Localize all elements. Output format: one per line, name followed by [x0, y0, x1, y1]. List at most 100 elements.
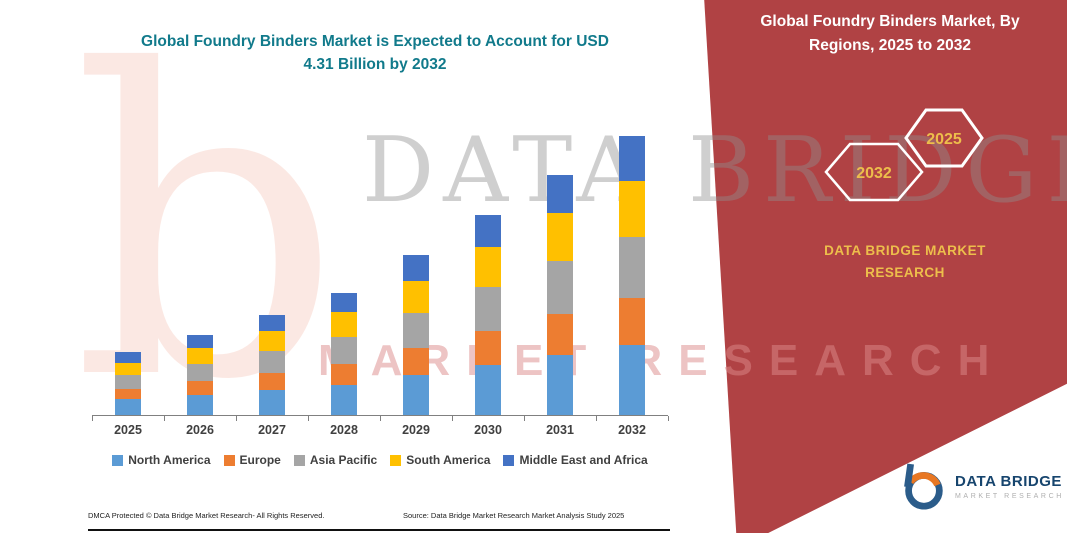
legend-marker	[390, 454, 402, 466]
bar-stack-2029	[403, 255, 429, 415]
bar-segment	[619, 136, 645, 181]
bar-segment	[403, 281, 429, 313]
bar-segment	[403, 313, 429, 348]
bar-segment	[547, 175, 573, 213]
legend-label: North America	[128, 453, 211, 467]
bar-segment	[547, 261, 573, 314]
bar-segment	[403, 348, 429, 375]
legend-item-europe: Europe	[223, 453, 281, 467]
bar-segment	[259, 351, 285, 373]
bar-segment	[475, 215, 501, 247]
bar-segment	[115, 363, 141, 375]
axis-tick	[380, 416, 381, 421]
bar-segment	[619, 237, 645, 298]
bar-stack-2025	[115, 352, 141, 415]
axis-tick	[668, 416, 669, 421]
legend-item-asia-pacific: Asia Pacific	[293, 453, 378, 467]
bar-segment	[547, 213, 573, 261]
watermark-market-research: MARKET RESEARCH	[318, 336, 1006, 385]
bar-segment	[331, 312, 357, 337]
bar-segment	[187, 335, 213, 348]
bar-group-2030	[452, 215, 524, 415]
x-axis-label-2029: 2029	[402, 423, 430, 437]
bar-segment	[115, 399, 141, 415]
bar-group-2029	[380, 255, 452, 415]
x-axis-label-2032: 2032	[618, 423, 646, 437]
logo-name: DATA BRIDGE	[955, 472, 1062, 490]
axis-tick	[524, 416, 525, 421]
bar-segment	[547, 355, 573, 415]
legend-marker	[503, 454, 515, 466]
bar-group-2027	[236, 315, 308, 415]
hexagon-2032-label: 2032	[856, 165, 892, 182]
bar-segment	[475, 247, 501, 287]
legend-item-south-america: South America	[390, 453, 490, 467]
footer-divider-line	[88, 529, 670, 531]
bar-segment	[403, 375, 429, 415]
year-hexagons: 2032 2025	[824, 108, 984, 202]
x-axis-label-2030: 2030	[474, 423, 502, 437]
panel-title-line2: Regions, 2025 to 2032	[809, 37, 971, 55]
bar-segment	[259, 315, 285, 331]
bar-segment	[331, 385, 357, 415]
bar-segment	[187, 348, 213, 364]
axis-tick	[92, 416, 93, 421]
x-axis-label-2026: 2026	[186, 423, 214, 437]
bar-segment	[331, 364, 357, 385]
axis-tick	[596, 416, 597, 421]
hexagon-2025-label: 2025	[926, 131, 962, 148]
bar-segment	[619, 181, 645, 237]
footer-dmca-text: DMCA Protected © Data Bridge Market Rese…	[88, 511, 325, 520]
axis-tick	[236, 416, 237, 421]
plot-area	[92, 120, 669, 421]
footer-source-text: Source: Data Bridge Market Research Mark…	[403, 511, 625, 520]
bar-segment	[619, 345, 645, 415]
bar-stack-2027	[259, 315, 285, 415]
panel-brand-text: DATA BRIDGE MARKET RESEARCH	[790, 240, 1020, 285]
chart-legend: North America Europe Asia Pacific South Ame…	[80, 453, 680, 467]
bar-stack-2028	[331, 293, 357, 415]
x-axis-label-2031: 2031	[546, 423, 574, 437]
bar-group-2031	[524, 175, 596, 415]
legend-item-north-america: North America	[112, 453, 211, 467]
bars-container	[92, 120, 668, 415]
legend-label: Europe	[239, 453, 281, 467]
bar-segment	[187, 364, 213, 381]
bar-segment	[475, 287, 501, 331]
watermark-data-bridge: DATA BRIDGE	[362, 118, 1067, 223]
bar-stack-2026	[187, 335, 213, 415]
legend-item-middle-east-and-africa: Middle East and Africa	[503, 453, 648, 467]
x-axis-label-2027: 2027	[258, 423, 286, 437]
chart-title: Global Foundry Binders Market is Expecte…	[92, 30, 658, 77]
logo-subtitle: MARKET RESEARCH	[955, 492, 1064, 500]
bar-segment	[403, 255, 429, 281]
bar-stack-2032	[619, 136, 645, 415]
bar-segment	[115, 352, 141, 363]
bar-group-2026	[164, 335, 236, 415]
x-axis-label-2025: 2025	[114, 423, 142, 437]
bar-stack-2030	[475, 215, 501, 415]
bar-segment	[259, 390, 285, 415]
company-logo: DATA BRIDGE MARKET RESEARCH	[898, 460, 1064, 512]
hexagon-2032	[824, 142, 924, 202]
hexagon-2025	[904, 108, 984, 168]
bar-group-2025	[92, 352, 164, 415]
bar-stack-2031	[547, 175, 573, 415]
bar-group-2028	[308, 293, 380, 415]
panel-title: Global Foundry Binders Market, By Region…	[725, 10, 1055, 58]
logo-text: DATA BRIDGE MARKET RESEARCH	[955, 473, 1064, 500]
bar-segment	[331, 337, 357, 364]
data-bridge-logo-icon	[904, 463, 943, 510]
bar-segment	[187, 381, 213, 395]
bar-segment	[547, 314, 573, 355]
bar-segment	[115, 375, 141, 389]
panel-brand-line1: DATA BRIDGE MARKET	[824, 243, 986, 258]
bar-group-2032	[596, 136, 668, 415]
bar-segment	[115, 389, 141, 399]
legend-marker	[293, 454, 305, 466]
legend-label: Asia Pacific	[309, 453, 378, 467]
panel-title-line1: Global Foundry Binders Market, By	[760, 13, 1020, 30]
bar-segment	[259, 373, 285, 390]
bar-segment	[259, 331, 285, 351]
